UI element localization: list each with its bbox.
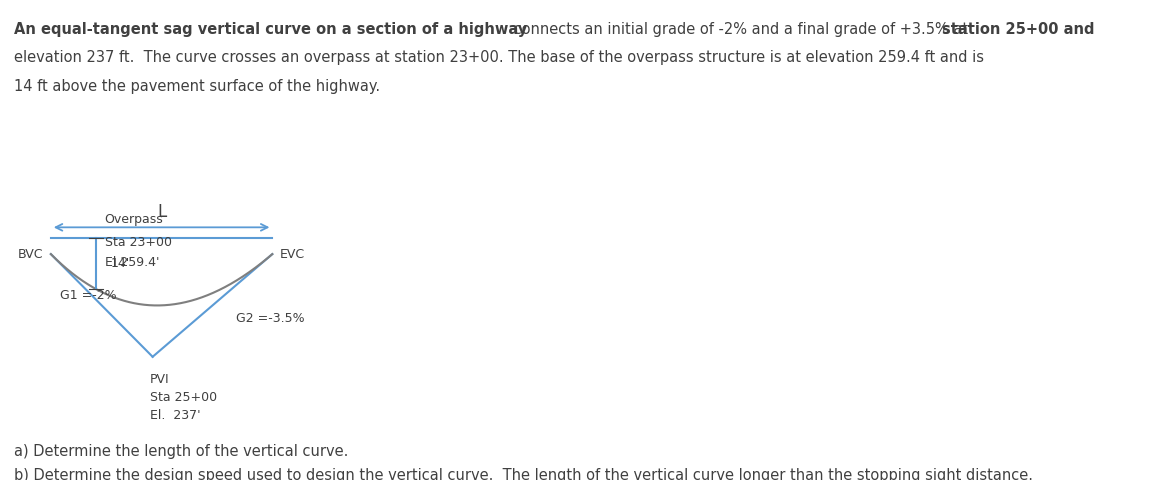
- Text: 14': 14': [110, 257, 130, 270]
- Text: EVC: EVC: [280, 248, 305, 261]
- Text: G2 =-3.5%: G2 =-3.5%: [236, 312, 305, 324]
- Text: Sta 25+00: Sta 25+00: [150, 391, 216, 404]
- Text: PVI: PVI: [150, 373, 169, 386]
- Text: b) Determine the design speed used to design the vertical curve.  The length of : b) Determine the design speed used to de…: [14, 468, 1032, 480]
- Text: connects an initial grade of -2% and a final grade of +3.5% at: connects an initial grade of -2% and a f…: [509, 22, 973, 36]
- Text: L: L: [157, 204, 166, 221]
- Text: station 25+00 and: station 25+00 and: [942, 22, 1093, 36]
- Text: Sta 23+00: Sta 23+00: [105, 236, 171, 249]
- Text: An equal-tangent sag vertical curve on a section of a highway: An equal-tangent sag vertical curve on a…: [14, 22, 527, 36]
- Text: El 259.4': El 259.4': [105, 255, 159, 269]
- Text: Overpass: Overpass: [105, 213, 163, 226]
- Text: El.  237': El. 237': [150, 409, 200, 422]
- Text: G1 =-2%: G1 =-2%: [60, 289, 116, 302]
- Text: BVC: BVC: [18, 248, 44, 261]
- Text: 14 ft above the pavement surface of the highway.: 14 ft above the pavement surface of the …: [14, 79, 380, 94]
- Text: a) Determine the length of the vertical curve.: a) Determine the length of the vertical …: [14, 444, 349, 459]
- Text: elevation 237 ft.  The curve crosses an overpass at station 23+00. The base of t: elevation 237 ft. The curve crosses an o…: [14, 50, 984, 65]
